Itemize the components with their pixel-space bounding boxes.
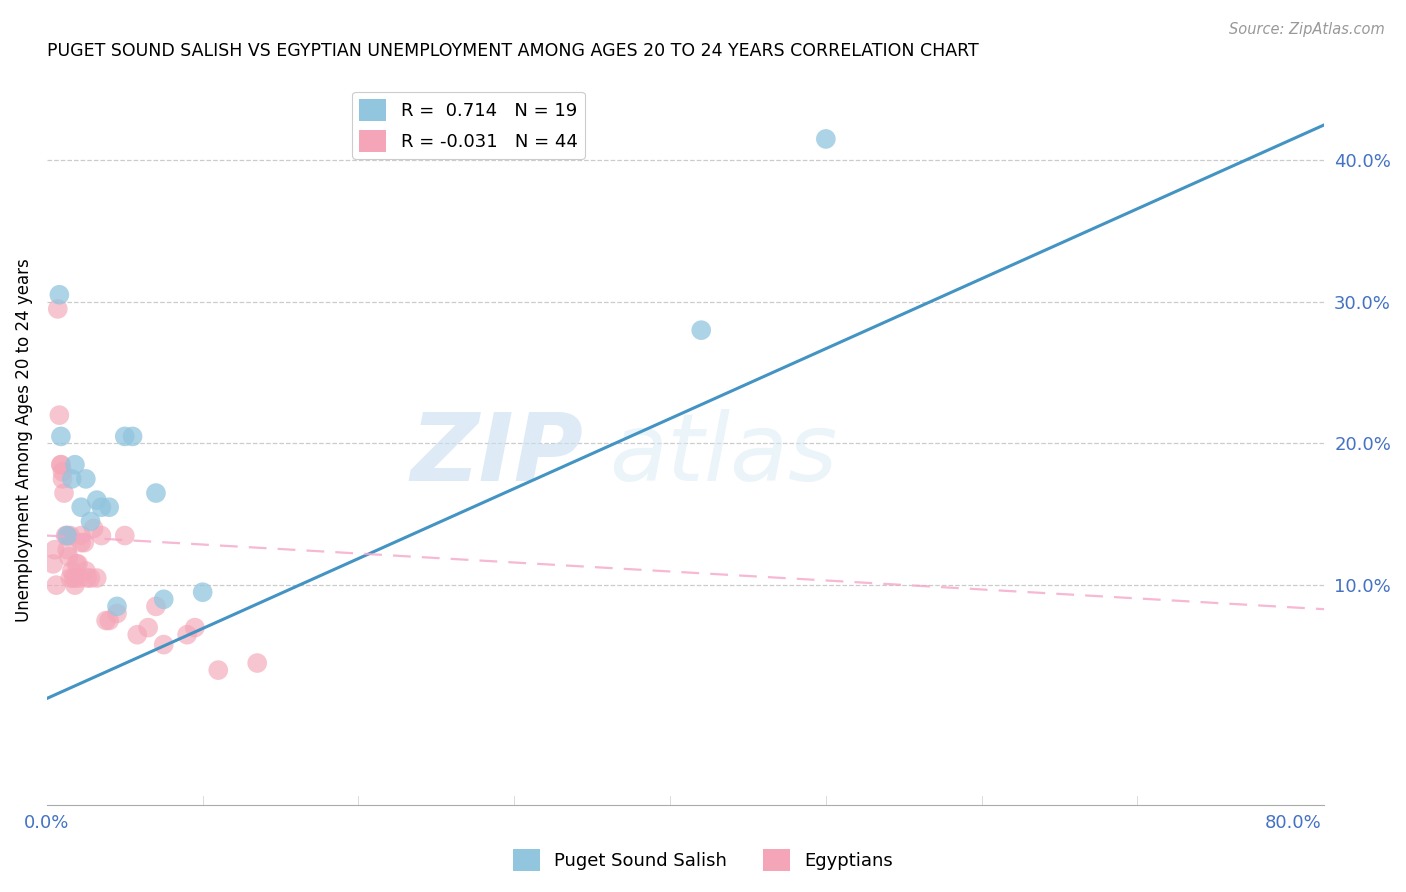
Point	[56, 528, 79, 542]
Text: Source: ZipAtlas.com: Source: ZipAtlas.com	[1229, 22, 1385, 37]
Legend: Puget Sound Salish, Egyptians: Puget Sound Salish, Egyptians	[505, 842, 901, 879]
Point	[44, 542, 66, 557]
Point	[145, 486, 167, 500]
Point	[70, 535, 93, 549]
Point	[63, 571, 86, 585]
Point	[56, 528, 79, 542]
Point	[53, 486, 76, 500]
Point	[246, 656, 269, 670]
Point	[55, 528, 77, 542]
Point	[75, 472, 97, 486]
Point	[62, 571, 84, 585]
Point	[152, 638, 174, 652]
Point	[67, 557, 90, 571]
Point	[105, 599, 128, 614]
Legend: R =  0.714   N = 19, R = -0.031   N = 44: R = 0.714 N = 19, R = -0.031 N = 44	[352, 92, 585, 159]
Point	[90, 528, 112, 542]
Point	[79, 515, 101, 529]
Point	[76, 571, 98, 585]
Point	[90, 500, 112, 515]
Point	[51, 465, 73, 479]
Point	[42, 557, 65, 571]
Point	[690, 323, 713, 337]
Point	[49, 458, 72, 472]
Point	[94, 614, 117, 628]
Point	[98, 500, 121, 515]
Point	[60, 564, 83, 578]
Point	[58, 549, 80, 564]
Point	[56, 542, 79, 557]
Point	[79, 571, 101, 585]
Point	[63, 578, 86, 592]
Point	[65, 557, 87, 571]
Point	[48, 287, 70, 301]
Text: PUGET SOUND SALISH VS EGYPTIAN UNEMPLOYMENT AMONG AGES 20 TO 24 YEARS CORRELATIO: PUGET SOUND SALISH VS EGYPTIAN UNEMPLOYM…	[46, 42, 979, 60]
Point	[48, 408, 70, 422]
Text: ZIP: ZIP	[411, 409, 583, 500]
Point	[114, 429, 136, 443]
Point	[145, 599, 167, 614]
Point	[75, 564, 97, 578]
Point	[70, 528, 93, 542]
Point	[152, 592, 174, 607]
Point	[46, 301, 69, 316]
Y-axis label: Unemployment Among Ages 20 to 24 years: Unemployment Among Ages 20 to 24 years	[15, 258, 32, 622]
Point	[86, 571, 108, 585]
Point	[49, 458, 72, 472]
Point	[136, 621, 159, 635]
Point	[69, 571, 91, 585]
Point	[45, 578, 67, 592]
Point	[59, 571, 82, 585]
Point	[51, 472, 73, 486]
Point	[114, 528, 136, 542]
Point	[60, 472, 83, 486]
Point	[73, 535, 96, 549]
Point	[49, 429, 72, 443]
Point	[105, 607, 128, 621]
Point	[121, 429, 143, 443]
Point	[176, 628, 198, 642]
Point	[191, 585, 214, 599]
Point	[207, 663, 229, 677]
Point	[184, 621, 207, 635]
Point	[83, 521, 105, 535]
Point	[59, 528, 82, 542]
Point	[70, 500, 93, 515]
Text: atlas: atlas	[609, 409, 837, 500]
Point	[63, 458, 86, 472]
Point	[98, 614, 121, 628]
Point	[814, 132, 837, 146]
Point	[86, 493, 108, 508]
Point	[127, 628, 149, 642]
